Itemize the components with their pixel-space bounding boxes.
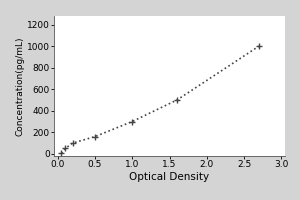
- Y-axis label: Concentration(pg/mL): Concentration(pg/mL): [15, 36, 24, 136]
- X-axis label: Optical Density: Optical Density: [129, 172, 210, 182]
